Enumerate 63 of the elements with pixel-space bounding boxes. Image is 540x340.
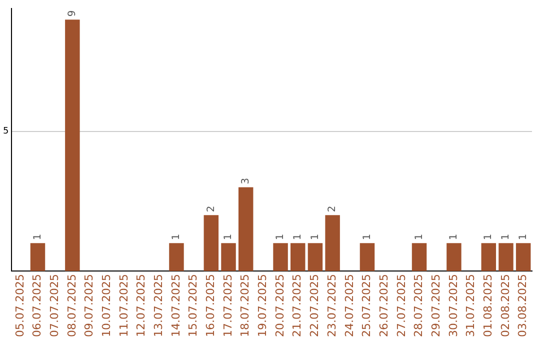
x-tick-label: 25.07.2025 bbox=[360, 274, 374, 338]
bar bbox=[169, 243, 184, 272]
bar bbox=[360, 243, 375, 272]
x-tick-label: 06.07.2025 bbox=[30, 274, 44, 338]
bar bbox=[308, 243, 323, 272]
data-label: 1 bbox=[518, 234, 529, 240]
x-tick-label: 18.07.2025 bbox=[238, 274, 252, 338]
data-label: 1 bbox=[483, 234, 494, 240]
x-tick-label: 01.08.2025 bbox=[482, 274, 495, 338]
x-tick-label: 11.07.2025 bbox=[117, 274, 130, 338]
x-tick-label: 31.07.2025 bbox=[464, 274, 478, 338]
x-tick-label: 13.07.2025 bbox=[152, 274, 165, 338]
x-tick-label: 03.08.2025 bbox=[516, 274, 530, 338]
x-tick-label: 02.08.2025 bbox=[498, 274, 512, 338]
x-tick-label: 16.07.2025 bbox=[204, 274, 218, 338]
x-tick-label: 29.07.2025 bbox=[429, 274, 442, 338]
x-tick-label: 28.07.2025 bbox=[412, 274, 426, 338]
bar bbox=[516, 243, 531, 272]
x-tick-label: 22.07.2025 bbox=[308, 274, 322, 338]
x-tick-label: 10.07.2025 bbox=[100, 274, 113, 338]
data-label: 1 bbox=[310, 234, 321, 240]
bar bbox=[325, 215, 340, 272]
x-tick-label: 08.07.2025 bbox=[65, 274, 78, 338]
x-tick-label: 23.07.2025 bbox=[325, 274, 338, 338]
x-tick-label: 24.07.2025 bbox=[342, 274, 356, 338]
x-tick-label: 07.07.2025 bbox=[48, 274, 61, 338]
x-tick-label: 14.07.2025 bbox=[169, 274, 182, 338]
x-tick-label: 17.07.2025 bbox=[221, 274, 234, 338]
x-tick-label: 26.07.2025 bbox=[377, 274, 390, 338]
bar bbox=[273, 243, 288, 272]
x-tick-label: 09.07.2025 bbox=[82, 274, 96, 338]
bar bbox=[204, 215, 219, 272]
bar bbox=[65, 20, 80, 272]
x-tick-label: 19.07.2025 bbox=[256, 274, 270, 338]
x-tick-label: 05.07.2025 bbox=[13, 274, 26, 338]
bar bbox=[446, 243, 462, 272]
data-label: 1 bbox=[448, 234, 460, 240]
bar bbox=[290, 243, 306, 272]
data-label: 2 bbox=[327, 206, 338, 212]
data-label: 1 bbox=[414, 234, 425, 240]
bar bbox=[238, 187, 254, 272]
x-tick-label: 12.07.2025 bbox=[134, 274, 148, 338]
data-label: 1 bbox=[275, 234, 286, 240]
x-tick-label: 15.07.2025 bbox=[186, 274, 200, 338]
bar bbox=[481, 243, 496, 272]
y-tick-label: 5 bbox=[2, 126, 9, 137]
x-tick-label: 21.07.2025 bbox=[290, 274, 304, 338]
data-label: 1 bbox=[223, 234, 234, 240]
data-label: 9 bbox=[67, 10, 78, 17]
data-label: 3 bbox=[240, 178, 252, 184]
data-label: 1 bbox=[500, 234, 512, 240]
bar bbox=[498, 243, 514, 272]
bar bbox=[221, 243, 236, 272]
bar bbox=[30, 243, 46, 272]
data-label: 1 bbox=[362, 234, 373, 240]
x-tick-label: 27.07.2025 bbox=[394, 274, 408, 338]
data-label: 2 bbox=[206, 206, 217, 212]
data-label: 1 bbox=[171, 234, 182, 240]
x-tick-label: 20.07.2025 bbox=[273, 274, 286, 338]
data-label: 1 bbox=[32, 234, 44, 240]
data-label: 1 bbox=[292, 234, 304, 240]
bar bbox=[412, 243, 427, 272]
x-tick-label: 30.07.2025 bbox=[446, 274, 460, 338]
